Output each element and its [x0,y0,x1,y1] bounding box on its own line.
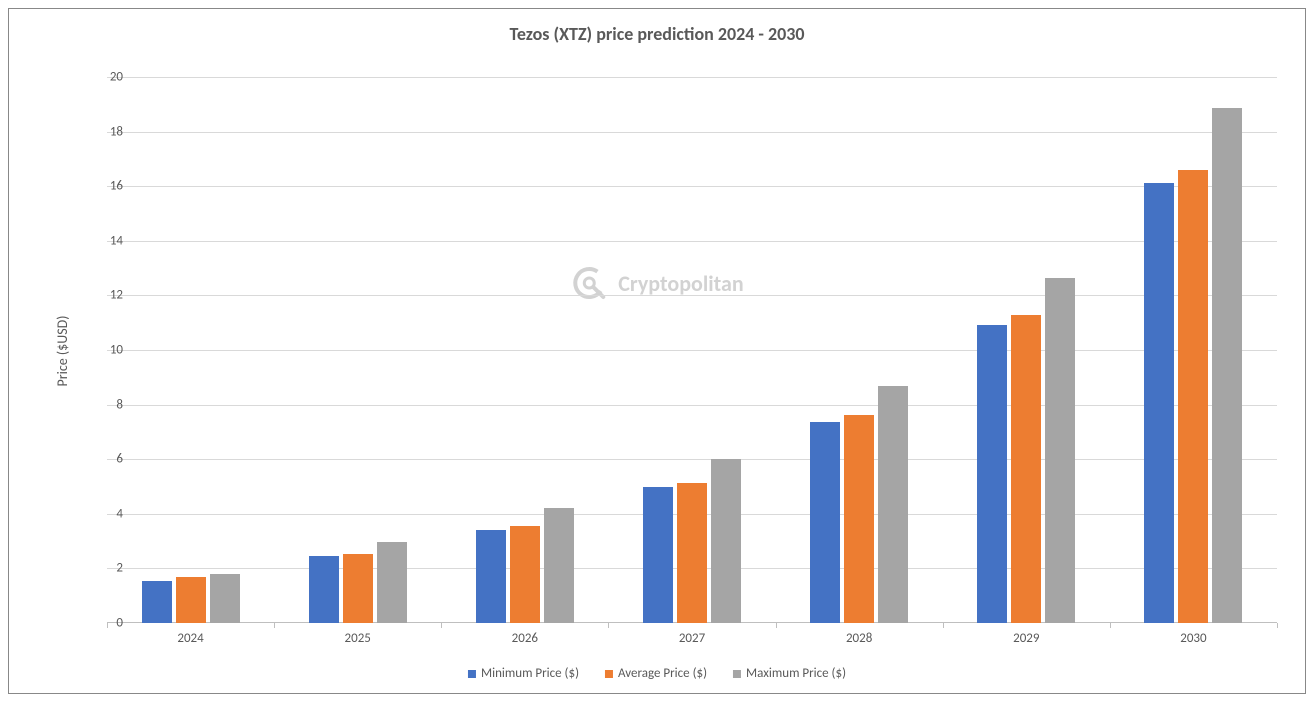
gridline [107,241,1277,242]
gridline [107,295,1277,296]
legend-swatch [733,670,741,678]
bar [1212,108,1242,623]
bar [176,577,206,623]
gridline [107,132,1277,133]
bar [210,574,240,623]
legend-item: Average Price ($) [605,666,707,681]
y-axis-title: Price ($USD) [54,316,71,387]
x-tick-label: 2028 [846,631,872,646]
legend-label: Maximum Price ($) [746,666,846,681]
y-tick-label: 10 [83,343,123,358]
y-tick-label: 20 [83,70,123,85]
legend-item: Maximum Price ($) [733,666,846,681]
bar [544,508,574,623]
bar [510,526,540,623]
bar [476,530,506,623]
legend: Minimum Price ($) Average Price ($) Maximu… [468,666,846,681]
bar [810,422,840,623]
chart-container: Tezos (XTZ) price prediction 2024 - 2030… [8,8,1306,694]
y-tick-label: 0 [83,616,123,631]
gridline [107,77,1277,78]
bar [309,556,339,623]
x-tick-mark [1110,623,1111,628]
gridline [107,459,1277,460]
y-tick-label: 4 [83,506,123,521]
y-tick-label: 8 [83,397,123,412]
legend-swatch [468,670,476,678]
gridline [107,405,1277,406]
x-tick-mark [1277,623,1278,628]
y-tick-label: 14 [83,233,123,248]
x-tick-mark [943,623,944,628]
x-tick-mark [441,623,442,628]
x-tick-label: 2030 [1180,631,1206,646]
legend-label: Minimum Price ($) [481,666,579,681]
x-tick-mark [608,623,609,628]
legend-label: Average Price ($) [618,666,707,681]
x-tick-label: 2026 [512,631,538,646]
bar [343,554,373,623]
x-tick-label: 2027 [679,631,705,646]
legend-item: Minimum Price ($) [468,666,579,681]
bar [1011,315,1041,623]
y-tick-label: 16 [83,179,123,194]
y-tick-label: 6 [83,452,123,467]
bar [844,415,874,623]
legend-swatch [605,670,613,678]
y-tick-label: 18 [83,124,123,139]
x-tick-label: 2025 [345,631,371,646]
gridline [107,186,1277,187]
x-tick-label: 2029 [1013,631,1039,646]
x-tick-mark [776,623,777,628]
x-tick-label: 2024 [177,631,203,646]
bar [878,386,908,623]
chart-title: Tezos (XTZ) price prediction 2024 - 2030 [9,9,1305,45]
bar [1178,170,1208,623]
y-tick-label: 2 [83,561,123,576]
bar [977,325,1007,623]
bar [142,581,172,623]
bar [377,542,407,623]
y-tick-label: 12 [83,288,123,303]
x-tick-mark [274,623,275,628]
bar [711,459,741,623]
bar [1045,278,1075,623]
gridline [107,350,1277,351]
plot-area [107,77,1277,623]
bar [1144,183,1174,623]
bar [643,487,673,623]
bar [677,483,707,623]
